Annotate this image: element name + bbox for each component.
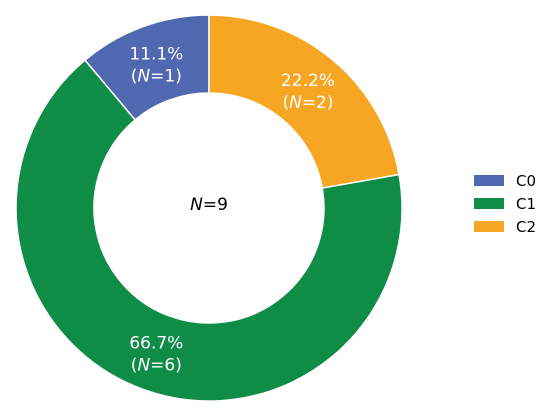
legend: C0 C1 C2 [474,172,536,236]
legend-item-c1: C1 [474,195,536,213]
legend-swatch-c1 [474,198,504,209]
donut-slices [15,14,403,402]
slice-label-c0: 11.1% (N=1) [129,44,183,86]
slice-labels: 11.1% (N=1) 66.7% (N=6) 22.2% (N=2) [129,44,335,375]
center-total-label: N=9 [190,195,228,215]
legend-item-c2: C2 [474,218,536,236]
legend-item-c0: C0 [474,172,536,190]
slice-c2 [208,14,400,189]
legend-swatch-c0 [474,175,504,186]
slice-label-c1: 66.7% (N=6) [129,334,183,376]
legend-label-c2: C2 [516,218,536,236]
legend-swatch-c2 [474,221,504,232]
legend-label-c0: C0 [516,172,536,190]
legend-label-c1: C1 [516,195,536,213]
slice-label-c2: 22.2% (N=2) [281,71,335,113]
slice-c1 [15,59,403,402]
